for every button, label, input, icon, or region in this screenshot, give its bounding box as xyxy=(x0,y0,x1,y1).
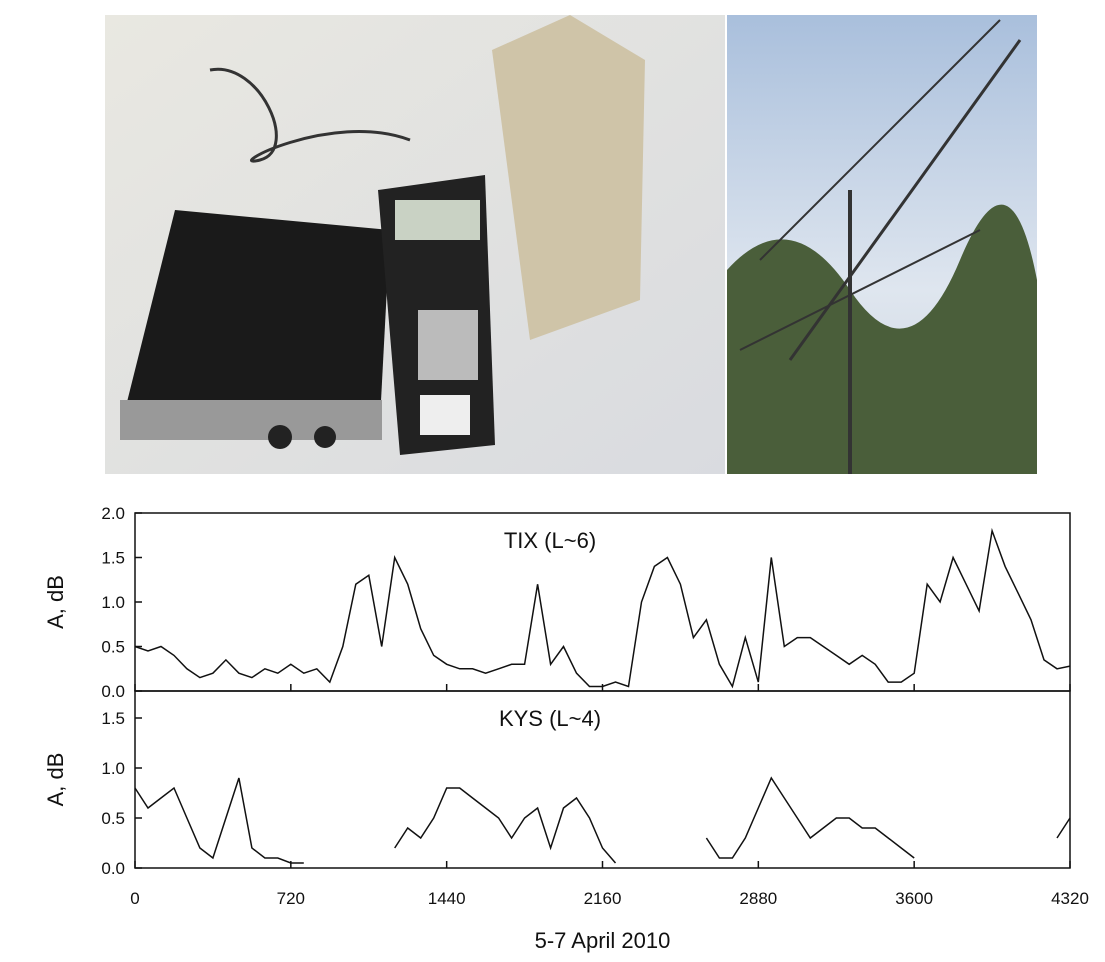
x-axis-label: 5-7 April 2010 xyxy=(535,928,671,953)
data-line xyxy=(134,527,1071,689)
y-tick-label: 0.0 xyxy=(101,859,125,878)
equipment-photo xyxy=(105,15,725,474)
y-tick-label: 0.5 xyxy=(101,809,125,828)
x-tick-label: 0 xyxy=(130,889,139,908)
y-tick-label: 2.0 xyxy=(101,504,125,523)
x-tick-label: 4320 xyxy=(1051,889,1089,908)
y-tick-label: 0.0 xyxy=(101,682,125,701)
y-axis-label: A, dB xyxy=(43,753,68,807)
data-line xyxy=(134,776,1071,864)
antenna-photo xyxy=(727,15,1037,474)
y-tick-label: 1.0 xyxy=(101,593,125,612)
plot-frame xyxy=(134,512,1071,692)
x-tick-label: 2880 xyxy=(739,889,777,908)
y-tick-label: 0.5 xyxy=(101,638,125,657)
y-tick-label: 1.0 xyxy=(101,759,125,778)
y-tick-label: 1.5 xyxy=(101,709,125,728)
x-tick-label: 1440 xyxy=(428,889,466,908)
x-tick-label: 720 xyxy=(277,889,305,908)
chart-title: KYS (L~4) xyxy=(499,706,601,731)
y-axis-label: A, dB xyxy=(43,575,68,629)
x-tick-label: 3600 xyxy=(895,889,933,908)
chart-title: TIX (L~6) xyxy=(504,528,596,553)
x-tick-label: 2160 xyxy=(584,889,622,908)
y-tick-label: 1.5 xyxy=(101,549,125,568)
plot-frame xyxy=(134,690,1071,869)
